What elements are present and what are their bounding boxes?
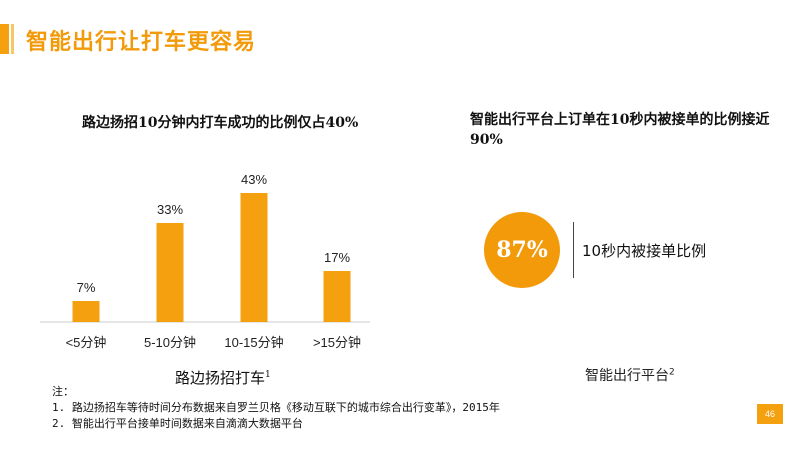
bar-1 <box>156 223 184 322</box>
data-label-1: 33% <box>157 202 183 217</box>
right-panel-title: 智能出行平台上订单在10秒内被接单的比例接近90% <box>470 112 770 148</box>
x-tick-label-3: >15分钟 <box>313 335 361 350</box>
chart-caption-footnote: 1 <box>265 370 271 380</box>
x-tick-label-2: 10-15分钟 <box>224 335 283 350</box>
bar-3 <box>323 271 351 322</box>
title-accent-bar <box>0 24 14 54</box>
data-label-2: 43% <box>241 172 267 187</box>
x-tick-label-0: <5分钟 <box>66 335 107 350</box>
bar-2 <box>240 193 268 322</box>
chart-caption: 路边扬招打车1 <box>175 367 271 388</box>
note-item: 1. 路边扬招车等待时间分布数据来自罗兰贝格《移动互联下的城市综合出行变革》，2… <box>52 401 500 414</box>
accent-bar-main <box>0 24 9 54</box>
chart-caption-text: 路边扬招打车 <box>175 369 266 387</box>
right-caption: 智能出行平台2 <box>585 365 675 385</box>
bar-0 <box>72 301 100 322</box>
data-label-0: 7% <box>77 280 96 295</box>
chart-title: 路边扬招10分钟内打车成功的比例仅占40% <box>82 115 359 131</box>
x-tick-label-1: 5-10分钟 <box>144 335 196 350</box>
circle-label: 10秒内被接单比例 <box>582 242 707 260</box>
percentage-circle: 87% <box>484 212 560 288</box>
data-label-3: 17% <box>324 250 350 265</box>
accent-bar-thin <box>11 24 14 54</box>
notes: 注： 1. 路边扬招车等待时间分布数据来自罗兰贝格《移动互联下的城市综合出行变革… <box>52 384 500 432</box>
page-number: 46 <box>757 404 783 424</box>
bar-chart: 7% <5分钟 33% 5-10分钟 43% 10-15分钟 17% >15分钟 <box>40 172 370 350</box>
page-title: 智能出行让打车更容易 <box>26 30 257 55</box>
notes-heading: 注： <box>52 385 74 398</box>
right-caption-text: 智能出行平台 <box>585 368 669 384</box>
right-caption-footnote: 2 <box>669 367 675 378</box>
divider-line <box>573 222 574 278</box>
note-item: 2. 智能出行平台接单时间数据来自滴滴大数据平台 <box>52 417 303 430</box>
circle-value: 87% <box>496 237 548 263</box>
